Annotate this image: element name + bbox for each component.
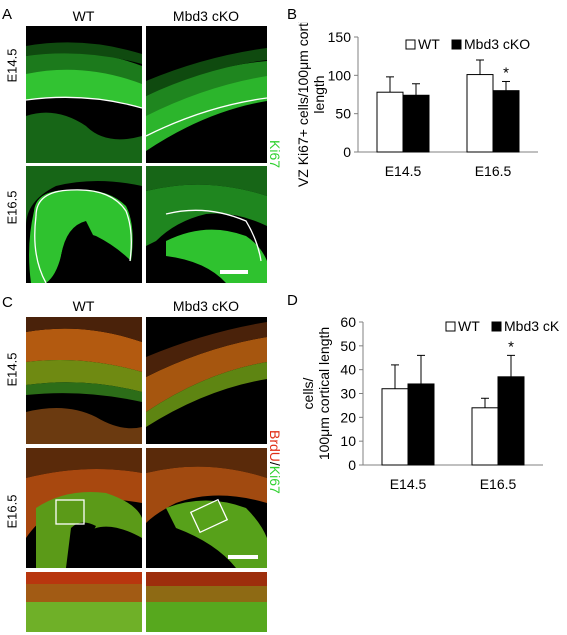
chartb-bar	[492, 90, 520, 153]
panel-a-letter: A	[2, 6, 13, 23]
chartb-legend-label: Mbd3 cKO	[464, 36, 530, 52]
chartd-y-tick-label: 10	[340, 433, 356, 449]
chartd-bar	[497, 376, 525, 466]
chartd-x-tick-label: E16.5	[480, 476, 517, 492]
panel-a-micrograph-cko-e14	[146, 26, 267, 163]
panel-c-stain-label: BrdU/Ki67	[267, 430, 283, 494]
chartd-y-tick-label: 50	[340, 338, 356, 354]
chartb-y-tick-label: 50	[335, 106, 351, 122]
chartd-significance-marker: *	[508, 338, 514, 355]
chartd-legend-swatch	[445, 321, 456, 332]
chartd-y-tick-label: 0	[348, 457, 356, 473]
panel-c-stain-brdu: BrdU	[267, 430, 283, 462]
panel-a-row-label-e14: E14.5	[4, 48, 20, 83]
panel-c-stain-ki67: Ki67	[267, 465, 283, 494]
chartd-y-tick-label: 60	[340, 314, 356, 330]
panel-c-col-title-wt: WT	[72, 298, 95, 314]
chartd-legend-swatch	[491, 321, 502, 332]
panel-c-micrograph-cko-e14	[146, 317, 267, 444]
panel-c-zoom-wt	[26, 572, 142, 632]
chartb-x-tick-label: E14.5	[385, 163, 422, 179]
chartb-bar	[376, 91, 404, 153]
chartd-bar	[381, 388, 409, 466]
panel-a-micrograph-wt-e16	[26, 166, 142, 283]
chartb-y-tick-label: 0	[343, 144, 351, 160]
panel-c-zoom-cko	[146, 572, 267, 632]
panel-c-row-label-e16: E16.5	[4, 494, 20, 529]
chartd-bar	[471, 407, 499, 466]
chartb-y-tick-label: 150	[328, 29, 352, 45]
panel-a-stain-label: Ki67	[267, 140, 283, 168]
panel-a-stain-ki67: Ki67	[267, 140, 283, 169]
panel-c-micrograph-wt-e16	[26, 448, 142, 568]
panel-a-row-label-e16: E16.5	[4, 190, 20, 225]
chartd-x-tick-label: E14.5	[390, 476, 427, 492]
chartd-legend-label: WT	[458, 318, 480, 334]
panel-c-letter: C	[2, 294, 13, 311]
chartd-legend-label: Mbd3 cKO	[504, 318, 560, 334]
panel-a-col-title-cko: Mbd3 cKO	[172, 8, 240, 24]
panel-a-col-title-wt: WT	[72, 8, 95, 24]
chartb-legend-swatch	[405, 39, 416, 50]
chartd-y-tick-label: 40	[340, 362, 356, 378]
panel-c-micrograph-cko-e16	[146, 448, 267, 568]
panel-c-micrograph-wt-e14	[26, 317, 142, 444]
chartb-significance-marker: *	[503, 64, 509, 81]
panel-d-letter: D	[287, 292, 298, 309]
panel-a-micrograph-wt-e14	[26, 26, 142, 163]
chartd-y-tick-label: 20	[340, 409, 356, 425]
chartb-bar	[402, 94, 430, 153]
panel-b-letter: B	[287, 6, 298, 23]
panel-c-row-label-e14: E14.5	[4, 352, 20, 387]
chartb-x-tick-label: E16.5	[475, 163, 512, 179]
chartb-legend-label: WT	[418, 36, 440, 52]
chartb-bar	[466, 74, 494, 153]
panel-a-micrograph-cko-e16	[146, 166, 267, 283]
panel-d-chart: 0 10 20 30 40 50 60 % VZ BrdU+Ki67-/BrdUcells/1…	[298, 314, 560, 492]
chartd-y-axis-label: % VZ BrdU+Ki67-/BrdUcells/100μm cortical…	[298, 320, 332, 467]
chartd-bar	[407, 383, 435, 466]
chartb-legend-swatch	[451, 39, 462, 50]
chartd-y-tick-label: 30	[340, 386, 356, 402]
chartb-y-tick-label: 100	[328, 67, 352, 83]
panel-c-col-title-cko: Mbd3 cKO	[172, 298, 240, 314]
